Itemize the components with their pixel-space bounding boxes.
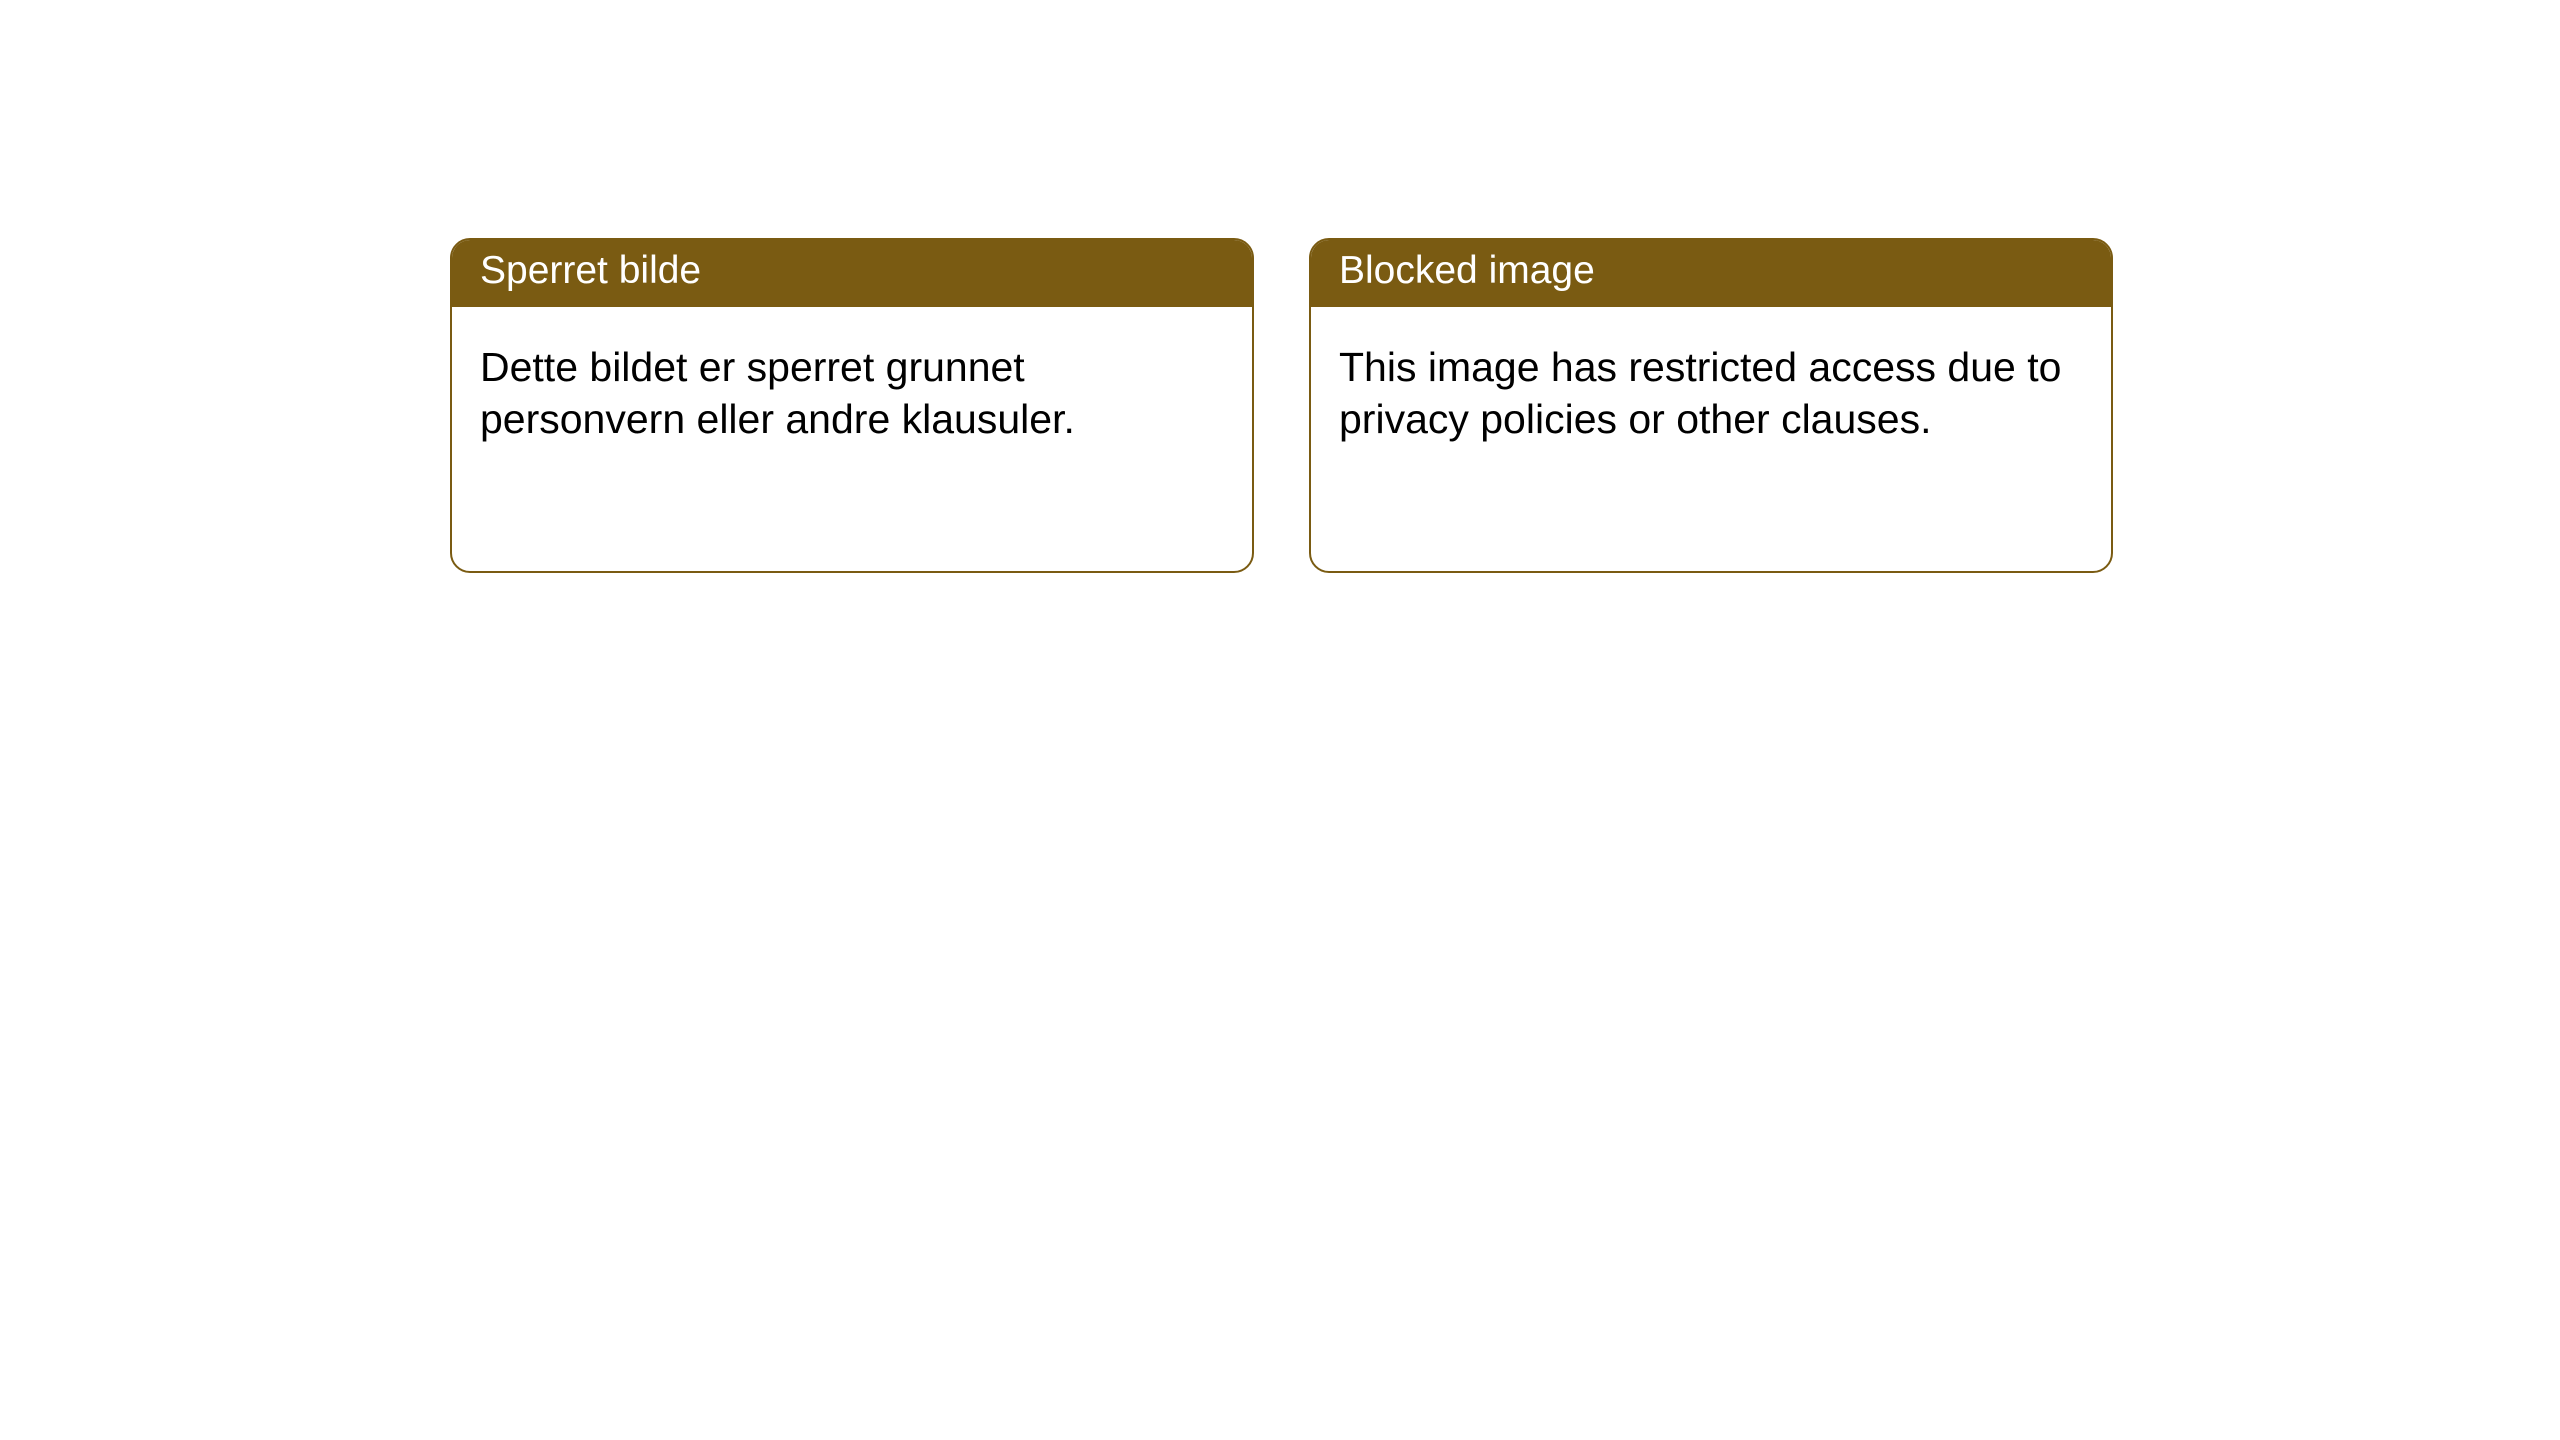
notice-card-english: Blocked image This image has restricted … (1309, 238, 2113, 573)
notice-message: Dette bildet er sperret grunnet personve… (452, 307, 1252, 480)
notice-container: Sperret bilde Dette bildet er sperret gr… (0, 0, 2560, 573)
notice-card-norwegian: Sperret bilde Dette bildet er sperret gr… (450, 238, 1254, 573)
notice-title: Sperret bilde (452, 240, 1252, 307)
notice-title: Blocked image (1311, 240, 2111, 307)
notice-message: This image has restricted access due to … (1311, 307, 2111, 480)
